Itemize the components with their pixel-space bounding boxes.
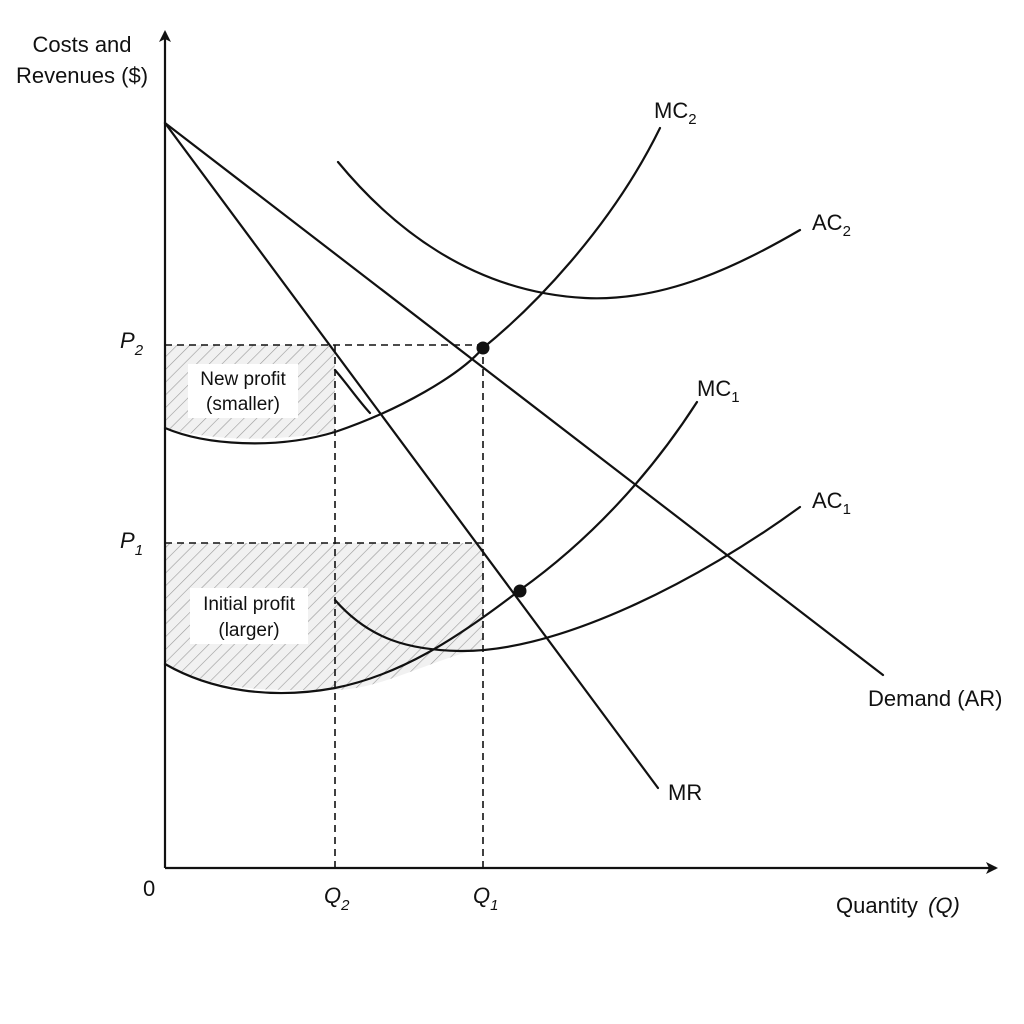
x-axis-label: Quantity (Q) bbox=[836, 893, 960, 918]
mc2-label: MC2 bbox=[654, 98, 697, 128]
mc1-curve bbox=[163, 400, 699, 695]
origin-label: 0 bbox=[143, 876, 155, 901]
demand-curve bbox=[163, 121, 885, 677]
equilibrium-point-2 bbox=[476, 341, 490, 355]
ac1-curve bbox=[333, 505, 802, 653]
mc1-label: MC1 bbox=[697, 376, 740, 406]
new-profit-label-bg bbox=[188, 364, 298, 418]
initial-profit-label-bg bbox=[190, 588, 308, 644]
equilibrium-point-1 bbox=[513, 584, 527, 598]
initial-profit-label-line1: Initial profit bbox=[203, 594, 296, 615]
q2-label: Q2 bbox=[324, 883, 350, 914]
p2-label: P2 bbox=[120, 328, 144, 359]
ac2-label: AC2 bbox=[812, 210, 851, 240]
q1-label: Q1 bbox=[473, 883, 498, 914]
mc2-curve bbox=[163, 126, 662, 445]
new-profit-label-line1: New profit bbox=[200, 369, 286, 390]
y-axis-label-line2: Revenues ($) bbox=[16, 63, 148, 88]
ac1-label: AC1 bbox=[812, 488, 851, 518]
new-profit-label-line2: (smaller) bbox=[206, 394, 280, 415]
ac2-curve bbox=[336, 160, 802, 300]
y-axis-label-line1: Costs and bbox=[32, 32, 131, 57]
mr-label: MR bbox=[668, 780, 702, 805]
p1-label: P1 bbox=[120, 528, 143, 559]
ac2-fragment bbox=[333, 368, 372, 415]
mr-curve bbox=[163, 121, 660, 790]
initial-profit-label-line2: (larger) bbox=[218, 620, 279, 641]
initial-profit-region bbox=[165, 543, 483, 690]
demand-label: Demand (AR) bbox=[868, 686, 1002, 711]
